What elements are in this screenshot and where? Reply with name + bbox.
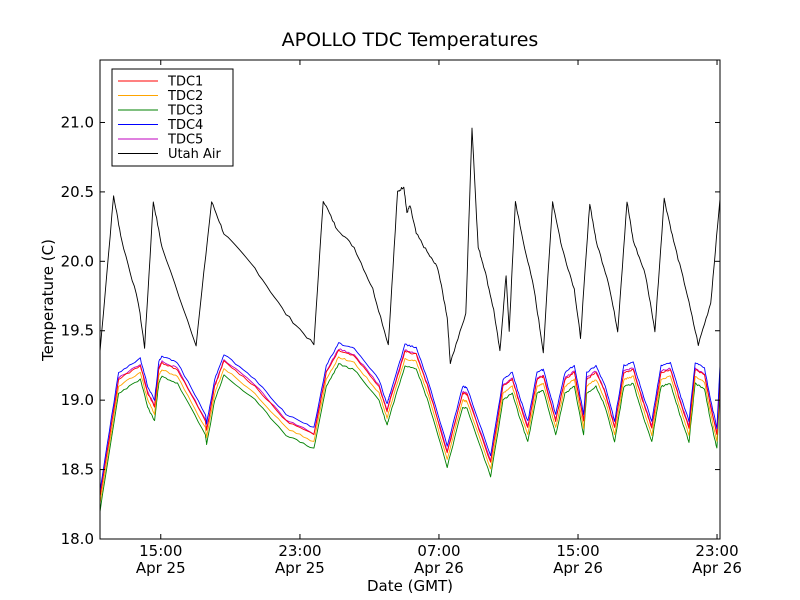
- legend-box: [111, 68, 234, 167]
- y-tick-label: 21.0: [61, 113, 94, 131]
- y-tick-label: 19.0: [61, 391, 94, 409]
- x-tick-date-label: Apr 26: [414, 559, 464, 577]
- legend-label: Utah Air: [168, 147, 221, 162]
- legend-label: TDC1: [167, 75, 203, 90]
- series-line-tdc3: [99, 363, 721, 512]
- x-tick-time-label: 07:00: [417, 542, 460, 560]
- y-tick-label: 20.0: [61, 252, 94, 270]
- series-line-tdc2: [99, 356, 721, 504]
- plot-frame: [99, 59, 721, 540]
- series-line-tdc1: [99, 349, 721, 498]
- y-axis-label: Temperature (C): [39, 239, 57, 362]
- series-line-tdc4: [99, 342, 721, 491]
- series-layer: [99, 127, 721, 512]
- x-tick-time-label: 23:00: [695, 542, 738, 560]
- x-tick-time-label: 15:00: [139, 542, 182, 560]
- chart-title: APOLLO TDC Temperatures: [282, 29, 539, 51]
- x-tick-date-label: Apr 25: [136, 559, 186, 577]
- y-tick-label: 19.5: [61, 322, 94, 340]
- series-line-utah-air: [99, 127, 721, 365]
- x-tick-date-label: Apr 26: [692, 559, 742, 577]
- y-tick-label: 18.5: [61, 461, 94, 479]
- y-tick-label: 18.0: [61, 530, 94, 548]
- legend-label: TDC3: [167, 104, 203, 119]
- legend-label: TDC2: [167, 89, 203, 104]
- x-axis-label: Date (GMT): [367, 577, 453, 595]
- y-tick-label: 20.5: [61, 183, 94, 201]
- x-tick-date-label: Apr 26: [553, 559, 603, 577]
- legend-label: TDC4: [167, 118, 203, 133]
- x-tick-time-label: 15:00: [556, 542, 599, 560]
- y-axis: 18.0 18.5 19.0 19.5 20.0 20.5 21.0: [61, 113, 720, 548]
- x-tick-date-label: Apr 25: [275, 559, 325, 577]
- x-tick-time-label: 23:00: [278, 542, 321, 560]
- legend-label: TDC5: [167, 133, 203, 148]
